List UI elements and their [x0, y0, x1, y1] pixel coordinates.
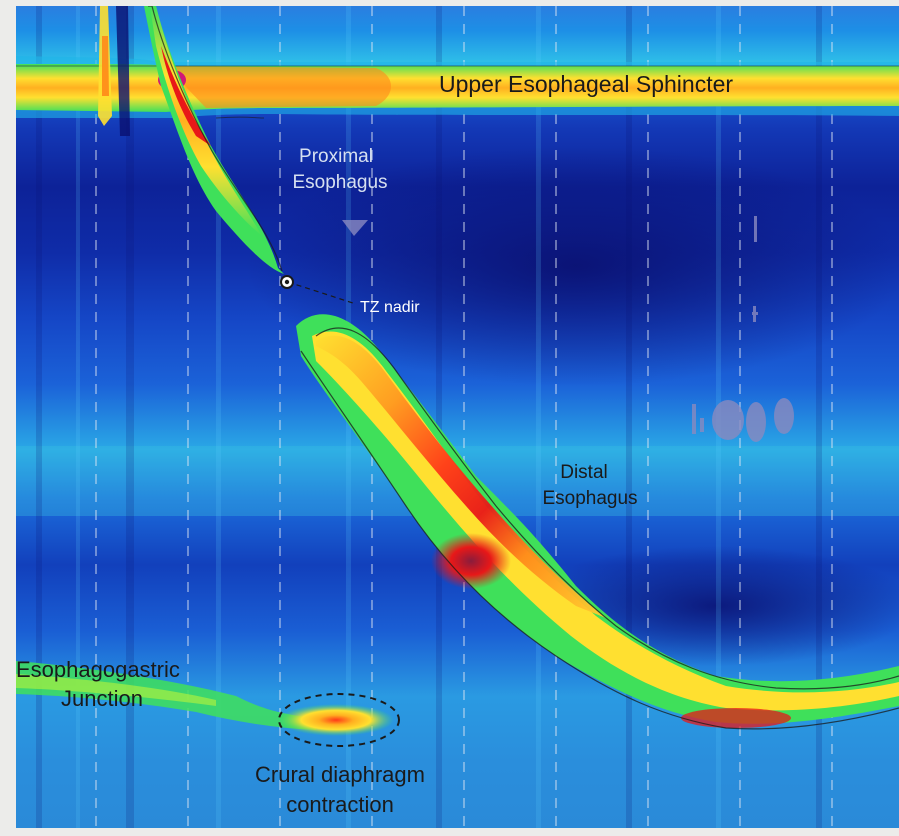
tz-connector — [287, 281, 357, 305]
pressure-topography-svg: Upper Esophageal Sphincter Proximal Esop… — [16, 6, 899, 828]
distal-label-line2: Esophagus — [542, 488, 637, 509]
ues-label: Upper Esophageal Sphincter — [439, 71, 733, 97]
distal-peak — [431, 533, 511, 589]
proximal-label-line2: Esophagus — [292, 172, 387, 193]
artifact-marks — [342, 216, 794, 442]
tz-nadir-label: TZ nadir — [360, 299, 420, 316]
deep-region-upper — [246, 146, 899, 386]
pressure-topography-plot: Upper Esophageal Sphincter Proximal Esop… — [16, 6, 899, 828]
proximal-label-line1: Proximal — [299, 146, 373, 167]
crural-outline — [278, 693, 400, 747]
egj-label-line1: Esophagogastric — [16, 657, 180, 682]
distal-label-line1: Distal — [560, 462, 608, 483]
crural-label-line1: Crural diaphragm — [255, 762, 425, 787]
egj-label-line2: Junction — [61, 686, 143, 711]
crural-hotspot — [278, 704, 394, 736]
crural-label-line2: contraction — [286, 792, 394, 817]
